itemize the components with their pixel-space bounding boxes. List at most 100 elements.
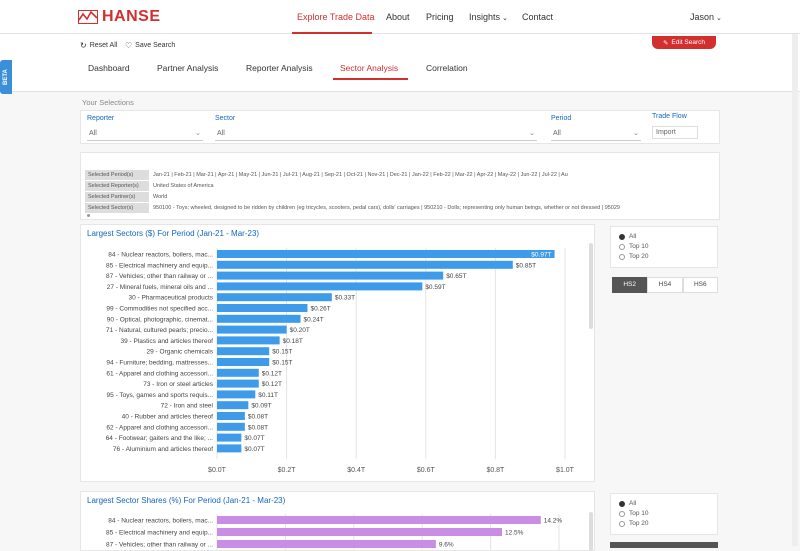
chart2-limit-options: All Top 10 Top 20 xyxy=(610,493,718,535)
save-search-button[interactable]: ♡ Save Search xyxy=(125,41,175,50)
x-tick-label: $0.0T xyxy=(208,467,227,474)
heart-icon: ♡ xyxy=(125,41,133,50)
radio-top-20-label: Top 20 xyxy=(629,253,649,260)
radio-all[interactable]: All xyxy=(619,233,636,240)
bar xyxy=(217,271,444,280)
data-label: $0.08T xyxy=(248,424,268,431)
nav-pricing[interactable]: Pricing xyxy=(426,12,454,22)
category-label: 40 - Rubber and articles thereof xyxy=(122,414,214,421)
period-value: All xyxy=(553,130,561,137)
bar xyxy=(217,444,242,453)
selected-partners-key: Selected Partner(s) xyxy=(85,192,149,202)
radio-top-10[interactable]: Top 10 xyxy=(619,243,649,250)
category-label: 90 - Optical, photographic, cinemat... xyxy=(107,316,213,323)
category-label: 84 - Nuclear reactors, boilers, mac... xyxy=(108,518,213,525)
bar xyxy=(217,314,301,323)
chart2-title: Largest Sector Shares (%) For Period (Ja… xyxy=(87,496,286,505)
chart1-scrollbar[interactable] xyxy=(589,243,593,329)
radio-top-20[interactable]: Top 20 xyxy=(619,520,649,527)
nav-about[interactable]: About xyxy=(386,12,410,22)
trade-flow-input[interactable]: Import xyxy=(652,126,698,139)
largest-sector-shares-card: Largest Sector Shares (%) For Period (Ja… xyxy=(80,491,595,551)
bar xyxy=(217,304,308,312)
category-label: 30 - Pharmaceutical products xyxy=(128,295,213,302)
radio-top-20[interactable]: Top 20 xyxy=(619,253,649,260)
radio-dot xyxy=(619,520,625,527)
data-label: $0.18T xyxy=(283,338,303,345)
tab-reporter-analysis[interactable]: Reporter Analysis xyxy=(246,63,313,73)
bar xyxy=(217,540,436,548)
top-navbar: HANSE Explore Trade Data About Pricing I… xyxy=(0,0,800,34)
category-label: 95 - Toys, games and sports requis... xyxy=(107,392,214,399)
trade-flow-label: Trade Flow xyxy=(652,113,687,120)
beta-badge[interactable]: BETA xyxy=(0,60,12,94)
nav-insights[interactable]: Insights ⌄ xyxy=(469,12,508,22)
radio-top-10-label: Top 10 xyxy=(629,510,649,517)
logo-mark-icon xyxy=(78,10,98,24)
radio-dot xyxy=(619,233,625,240)
hanse-logo[interactable]: HANSE xyxy=(78,8,161,26)
category-label: 72 - Iron and steel xyxy=(161,403,214,410)
reset-all-button[interactable]: ↻ Reset All xyxy=(80,41,117,50)
edit-search-label: Edit Search xyxy=(671,39,706,46)
data-label: $0.09T xyxy=(251,403,271,410)
reporter-select[interactable]: All ⌄ xyxy=(87,127,203,141)
category-label: 39 - Plastics and articles thereof xyxy=(121,338,214,345)
nav-contact[interactable]: Contact xyxy=(522,12,554,22)
edit-search-button[interactable]: ✎ Edit Search xyxy=(652,36,716,49)
data-label: $0.33T xyxy=(335,295,355,302)
data-label: $0.15T xyxy=(272,349,292,356)
selected-reporters-key: Selected Reporter(s) xyxy=(85,181,149,191)
bar xyxy=(217,368,259,377)
data-label: 9.6% xyxy=(439,542,454,549)
hs6-button[interactable]: HS6 xyxy=(682,277,718,293)
data-label: $0.59T xyxy=(425,284,445,291)
bar xyxy=(217,516,541,524)
tab-correlation[interactable]: Correlation xyxy=(426,63,468,73)
bar xyxy=(217,347,270,356)
bar xyxy=(217,379,259,388)
user-menu[interactable]: Jason ⌄ xyxy=(690,12,722,22)
radio-top-10[interactable]: Top 10 xyxy=(619,510,649,517)
category-label: 85 - Electrical machinery and equip... xyxy=(106,530,213,537)
refresh-icon: ↻ xyxy=(80,41,87,50)
radio-all[interactable]: All xyxy=(619,500,636,507)
radio-all-label: All xyxy=(629,500,637,507)
bar xyxy=(217,528,502,536)
selected-sectors-key: Selected Sector(s) xyxy=(85,203,149,213)
nav-insights-label: Insights xyxy=(469,12,501,22)
selected-periods-row: Selected Period(s) Jan-21 | Feb-21 | Mar… xyxy=(85,170,717,180)
category-label: 87 - Vehicles; other than railway or ... xyxy=(106,273,213,280)
hs4-button[interactable]: HS4 xyxy=(647,277,683,293)
tab-active-indicator xyxy=(333,78,408,80)
data-label: $0.08T xyxy=(248,414,268,421)
selected-sectors-value: 950100 - Toys; wheeled, designed to be r… xyxy=(153,205,620,211)
bar xyxy=(217,293,332,302)
tab-partner-analysis[interactable]: Partner Analysis xyxy=(157,63,219,73)
category-label: 76 - Aluminium and articles thereof xyxy=(113,446,213,453)
sector-label: Sector xyxy=(215,115,236,122)
your-selections-heading: Your Selections xyxy=(82,98,134,107)
window-scrollbar[interactable] xyxy=(792,34,798,546)
category-label: 62 - Apparel and clothing accessori... xyxy=(106,424,213,431)
chart2-scrollbar[interactable] xyxy=(589,512,593,550)
x-tick-label: $0.4T xyxy=(347,467,366,474)
chevron-down-icon: ⌄ xyxy=(195,130,201,137)
data-label: $0.15T xyxy=(272,360,292,367)
selected-partners-value: World xyxy=(153,194,168,200)
tab-dashboard[interactable]: Dashboard xyxy=(88,63,130,73)
bar xyxy=(217,282,423,291)
nav-explore-trade-data[interactable]: Explore Trade Data xyxy=(297,12,375,22)
reset-all-label: Reset All xyxy=(89,42,118,49)
chevron-down-icon: ⌄ xyxy=(716,15,722,22)
hs-level-toggle-partial[interactable] xyxy=(610,542,718,548)
filter-panel: Reporter All ⌄ Sector All ⌄ Period All ⌄… xyxy=(80,110,720,144)
hs2-button[interactable]: HS2 xyxy=(612,277,648,293)
sector-select[interactable]: All ⌄ xyxy=(215,127,537,141)
data-label: $0.26T xyxy=(310,306,330,313)
period-select[interactable]: All ⌄ xyxy=(551,127,641,141)
x-tick-label: $0.6T xyxy=(417,467,436,474)
radio-dot xyxy=(619,500,625,507)
bar xyxy=(217,390,256,399)
tab-sector-analysis[interactable]: Sector Analysis xyxy=(340,63,399,73)
